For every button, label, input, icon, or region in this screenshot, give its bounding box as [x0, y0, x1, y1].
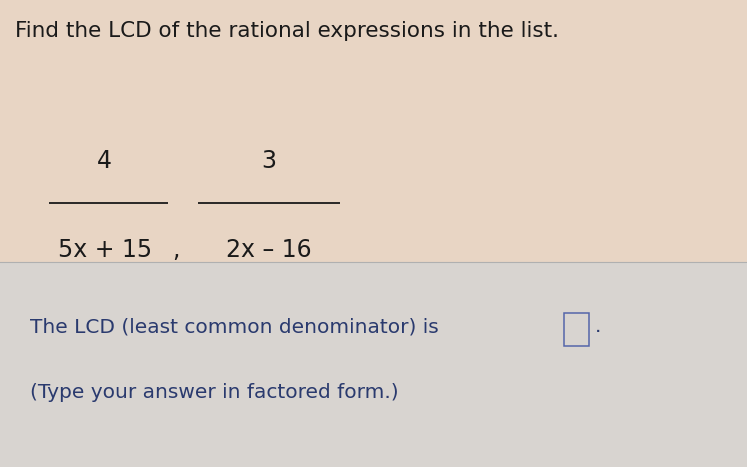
- Text: The LCD (least common denominator) is: The LCD (least common denominator) is: [30, 318, 438, 336]
- Text: 4: 4: [97, 149, 112, 173]
- FancyBboxPatch shape: [564, 313, 589, 346]
- Text: 3: 3: [261, 149, 276, 173]
- Text: .: .: [595, 318, 601, 336]
- FancyBboxPatch shape: [0, 262, 747, 467]
- Text: 2x – 16: 2x – 16: [226, 238, 311, 262]
- Text: Find the LCD of the rational expressions in the list.: Find the LCD of the rational expressions…: [15, 21, 559, 41]
- Text: ,: ,: [172, 238, 179, 262]
- Text: (Type your answer in factored form.): (Type your answer in factored form.): [30, 383, 398, 402]
- Text: 5x + 15: 5x + 15: [58, 238, 152, 262]
